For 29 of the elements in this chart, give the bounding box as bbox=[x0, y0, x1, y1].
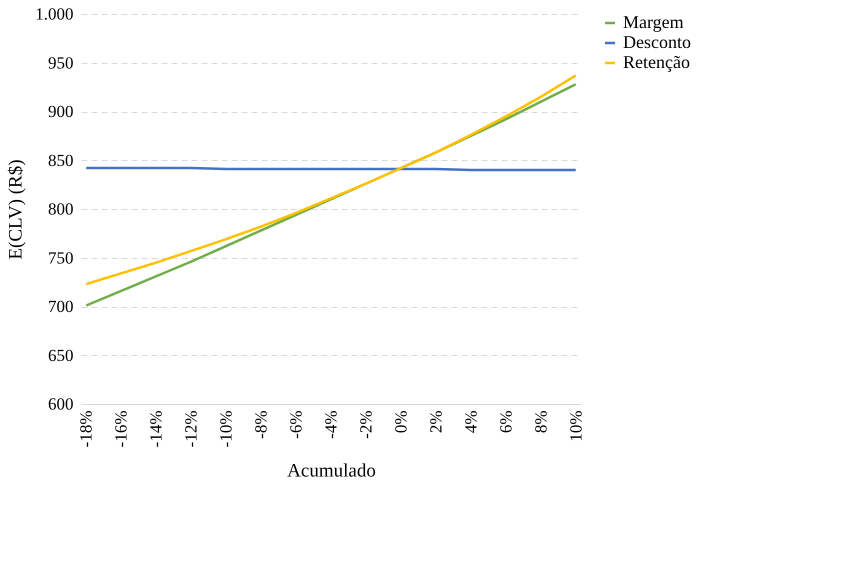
x-tick-label: 0% bbox=[391, 410, 410, 434]
x-axis-title: Acumulado bbox=[287, 460, 376, 482]
x-tick-label: -14% bbox=[146, 410, 166, 448]
x-tick-label: -4% bbox=[322, 410, 340, 439]
x-tick-label: 10% bbox=[566, 410, 586, 442]
y-tick-label: 750 bbox=[48, 248, 74, 268]
y-tick-label: 850 bbox=[48, 150, 74, 170]
x-tick-label: -8% bbox=[252, 410, 271, 439]
y-tick-label: 600 bbox=[48, 394, 74, 414]
y-tick-label: 900 bbox=[48, 102, 74, 121]
y-tick-label: 650 bbox=[48, 346, 74, 365]
x-tick-label: 6% bbox=[496, 410, 516, 434]
y-tick-label: 950 bbox=[48, 53, 74, 72]
y-tick-label: 800 bbox=[48, 200, 74, 218]
legend-label: Retenção bbox=[623, 52, 690, 72]
x-tick-label: -2% bbox=[356, 410, 376, 439]
y-axis-title: E(CLV) (R$) bbox=[5, 159, 26, 260]
legend-label: Desconto bbox=[623, 32, 691, 52]
legend-label: Margem bbox=[623, 12, 684, 32]
y-tick-label: 700 bbox=[48, 297, 74, 316]
y-tick-label: 1.000 bbox=[35, 4, 74, 24]
x-tick-label: 2% bbox=[426, 410, 446, 434]
x-tick-label: -6% bbox=[286, 410, 306, 439]
x-tick-label: -10% bbox=[216, 410, 236, 448]
x-tick-label: -16% bbox=[112, 410, 131, 448]
x-tick-label: 4% bbox=[461, 410, 480, 434]
x-tick-label: 8% bbox=[531, 410, 550, 434]
x-tick-label: -12% bbox=[182, 410, 201, 448]
x-tick-label: -18% bbox=[76, 410, 96, 448]
